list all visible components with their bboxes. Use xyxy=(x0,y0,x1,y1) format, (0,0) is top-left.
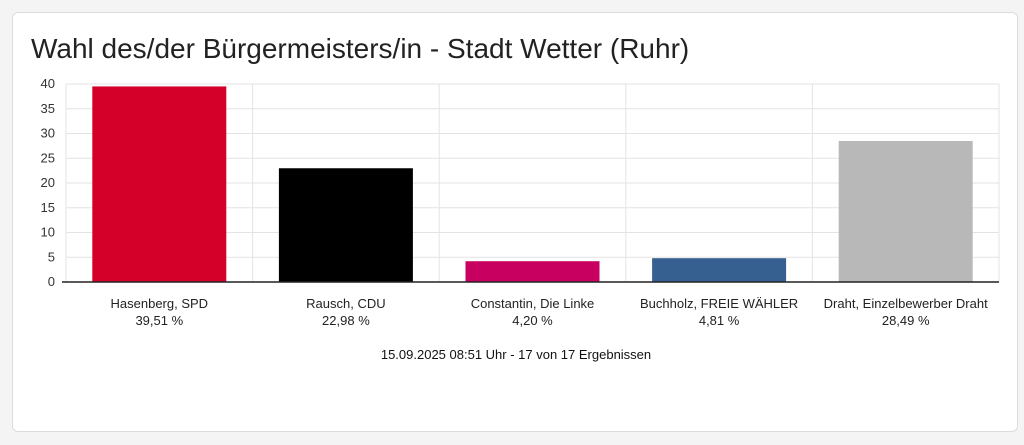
y-tick-label: 40 xyxy=(41,76,55,91)
y-tick-label: 25 xyxy=(41,150,55,165)
category-label: Rausch, CDU xyxy=(306,296,385,311)
value-label: 28,49 % xyxy=(882,313,930,328)
category-label: Hasenberg, SPD xyxy=(111,296,209,311)
bar xyxy=(278,168,413,282)
y-tick-label: 0 xyxy=(48,274,55,289)
bar xyxy=(652,258,787,282)
bar xyxy=(465,261,600,282)
bar xyxy=(838,140,973,282)
y-tick-label: 35 xyxy=(41,101,55,116)
y-tick-label: 10 xyxy=(41,225,55,240)
value-label: 39,51 % xyxy=(135,313,183,328)
results-footnote: 15.09.2025 08:51 Uhr - 17 von 17 Ergebni… xyxy=(380,347,652,362)
y-tick-label: 15 xyxy=(41,200,55,215)
y-tick-label: 20 xyxy=(41,175,55,190)
category-label: Constantin, Die Linke xyxy=(471,296,595,311)
chart-card: Wahl des/der Bürgermeisters/in - Stadt W… xyxy=(12,12,1018,432)
chart-title: Wahl des/der Bürgermeisters/in - Stadt W… xyxy=(31,33,690,64)
value-label: 4,81 % xyxy=(699,313,740,328)
value-label: 4,20 % xyxy=(512,313,553,328)
y-tick-label: 30 xyxy=(41,126,55,141)
y-tick-label: 5 xyxy=(48,249,55,264)
value-label: 22,98 % xyxy=(322,313,370,328)
bar-chart: 0 5 10 15 20 25 30 35 40 Hasenberg, SPD 39,51 % Rau… xyxy=(41,76,1000,328)
category-label: Buchholz, FREIE WÄHLER xyxy=(640,296,798,311)
bar xyxy=(92,86,227,282)
category-label: Draht, Einzelbewerber Draht xyxy=(824,296,988,311)
